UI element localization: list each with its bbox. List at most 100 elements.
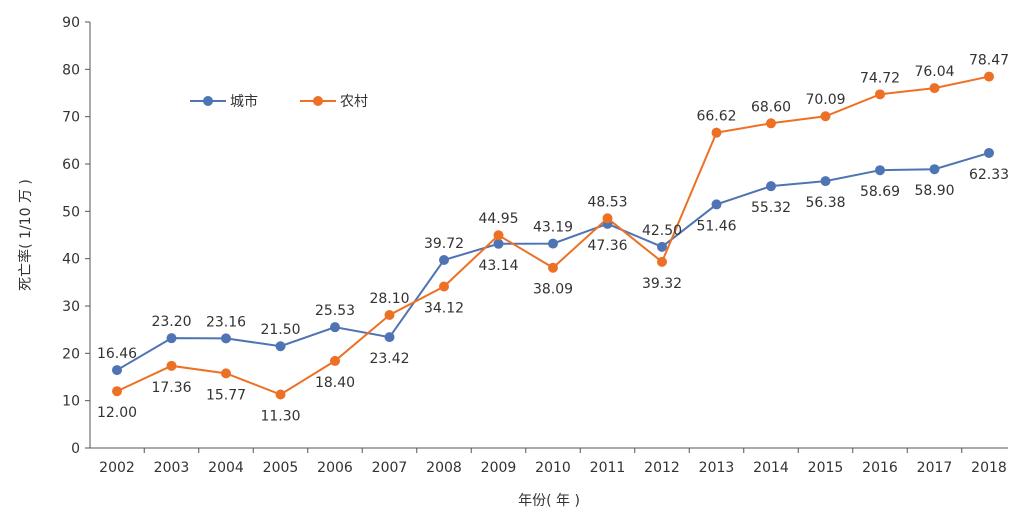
data-point-rural — [384, 309, 395, 320]
y-tick-label: 50 — [62, 204, 80, 220]
y-tick-label: 90 — [62, 15, 80, 31]
x-tick-label: 2014 — [753, 460, 789, 476]
x-tick-label: 2008 — [426, 460, 462, 476]
data-point-urban — [493, 238, 504, 249]
data-label-rural: 15.77 — [206, 387, 246, 403]
legend-label-rural: 农村 — [340, 94, 368, 110]
data-label-urban: 23.42 — [369, 351, 409, 367]
legend-item-rural: 农村 — [300, 94, 368, 110]
data-point-urban — [766, 181, 776, 192]
data-point-urban — [711, 199, 722, 210]
x-tick-label: 2010 — [535, 460, 571, 476]
data-label-urban: 56.38 — [805, 195, 845, 211]
data-point-urban — [330, 322, 340, 333]
data-point-rural — [221, 368, 231, 379]
data-labels: 16.46 12.00 23.20 17.36 23.16 15.77 21.50 11.30… — [97, 53, 1009, 425]
data-point-rural — [166, 360, 177, 371]
x-tick-label: 2013 — [699, 460, 735, 476]
x-tick-label: 2006 — [317, 460, 353, 476]
data-label-rural: 39.32 — [642, 276, 682, 292]
data-label-rural: 70.09 — [805, 92, 845, 108]
data-point-rural — [112, 386, 122, 397]
x-tick-label: 2003 — [154, 460, 190, 476]
data-label-rural: 74.72 — [860, 70, 900, 86]
data-label-urban: 47.36 — [587, 238, 627, 254]
data-label-rural: 18.40 — [315, 375, 355, 391]
data-point-urban — [875, 165, 885, 176]
data-point-rural — [929, 83, 940, 94]
y-tick-label: 10 — [62, 394, 80, 410]
y-tick-label: 30 — [62, 299, 80, 315]
y-tick-label: 70 — [62, 110, 80, 126]
data-point-rural — [657, 256, 667, 267]
data-point-urban — [384, 332, 395, 343]
legend-marker-rural — [313, 96, 323, 106]
data-point-urban — [275, 341, 286, 352]
data-label-urban: 39.72 — [424, 236, 464, 252]
data-point-rural — [275, 389, 286, 400]
data-label-urban: 51.46 — [696, 218, 736, 234]
data-label-rural: 68.60 — [751, 99, 791, 115]
legend-item-urban: 城市 — [190, 93, 258, 110]
data-label-urban: 42.50 — [642, 223, 682, 239]
data-label-urban: 43.14 — [478, 258, 518, 274]
data-label-rural: 11.30 — [260, 409, 300, 425]
x-tick-label: 2011 — [590, 460, 626, 476]
series-line-urban — [116, 152, 990, 371]
x-tick-label: 2017 — [917, 460, 953, 476]
data-point-urban — [984, 147, 994, 158]
data-point-urban — [820, 176, 831, 187]
data-label-urban: 23.16 — [206, 314, 246, 330]
data-label-rural: 66.62 — [696, 109, 736, 125]
data-label-rural: 17.36 — [151, 380, 191, 396]
y-tick-label: 0 — [71, 441, 80, 457]
x-tick-label: 2015 — [808, 460, 844, 476]
x-tick-label: 2018 — [971, 460, 1007, 476]
data-point-rural — [602, 213, 613, 224]
y-tick-label: 20 — [62, 346, 80, 362]
data-label-rural: 12.00 — [97, 405, 137, 421]
x-tick-label: 2007 — [372, 460, 408, 476]
data-label-rural: 76.04 — [914, 64, 954, 80]
data-label-rural: 38.09 — [533, 282, 573, 298]
data-point-rural — [548, 262, 558, 273]
axes — [89, 22, 1008, 449]
data-point-rural — [875, 89, 885, 100]
data-label-urban: 16.46 — [97, 346, 137, 362]
data-label-rural: 28.10 — [369, 291, 409, 307]
series — [112, 71, 994, 400]
data-label-rural: 44.95 — [478, 211, 518, 227]
data-point-urban — [929, 164, 940, 175]
ticks: 0 10 20 30 40 50 60 70 80 90 2002 2003 2004 2005 2006 2… — [62, 15, 1007, 476]
data-point-urban — [548, 238, 558, 249]
x-axis-title: 年份( 年 ) — [518, 493, 580, 509]
y-tick-label: 80 — [62, 62, 80, 78]
x-tick-label: 2004 — [208, 460, 244, 476]
data-point-urban — [439, 254, 449, 265]
x-tick-label: 2016 — [862, 460, 898, 476]
data-point-rural — [330, 355, 340, 366]
x-tick-label: 2002 — [99, 460, 135, 476]
data-point-rural — [493, 230, 504, 241]
legend-label-urban: 城市 — [230, 93, 258, 110]
data-label-urban: 25.53 — [315, 303, 355, 319]
data-point-urban — [112, 365, 122, 376]
data-label-urban: 43.19 — [533, 220, 573, 236]
data-label-urban: 21.50 — [260, 322, 300, 338]
data-point-urban — [166, 333, 177, 344]
x-tick-label: 2009 — [481, 460, 517, 476]
legend: 城市 农村 — [190, 93, 368, 110]
x-tick-label: 2005 — [263, 460, 299, 476]
y-tick-label: 60 — [62, 157, 80, 173]
data-point-urban — [657, 241, 667, 252]
y-axis-title: 死亡率( 1/10 万 ) — [17, 179, 34, 291]
data-label-urban: 55.32 — [751, 200, 791, 216]
x-tick-label: 2012 — [644, 460, 680, 476]
legend-marker-urban — [203, 96, 213, 106]
data-point-rural — [820, 111, 831, 122]
data-label-urban: 58.69 — [860, 184, 900, 200]
data-point-urban — [221, 333, 231, 344]
data-label-urban: 62.33 — [969, 167, 1009, 183]
